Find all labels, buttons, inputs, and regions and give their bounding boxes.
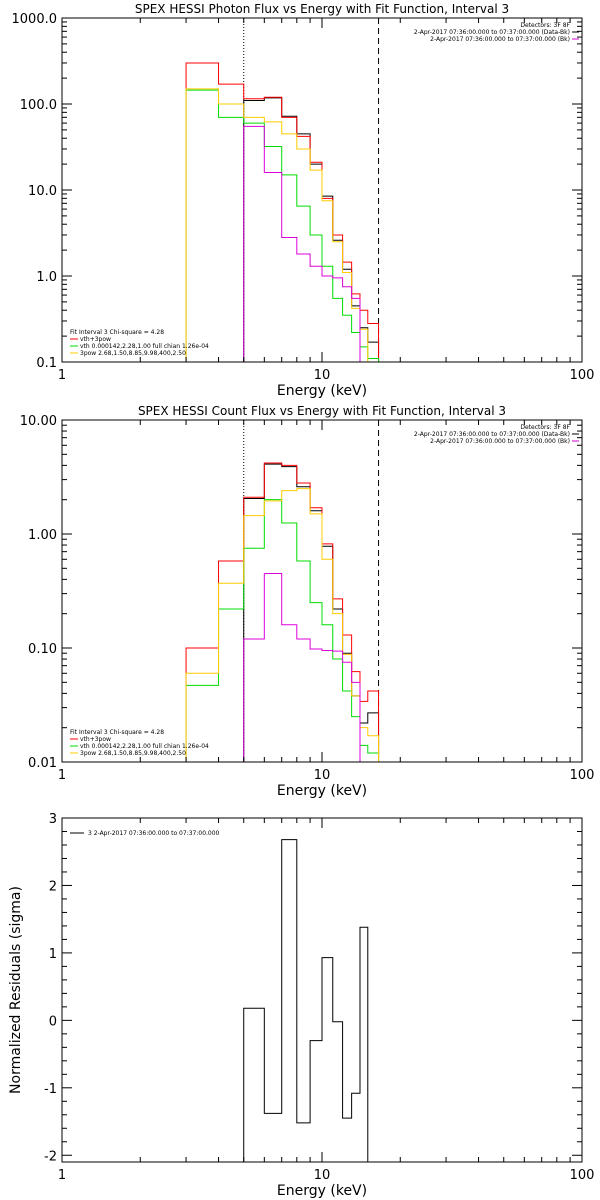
series-line-1 xyxy=(185,62,380,362)
y-tick-label: 2 xyxy=(49,879,57,894)
y-tick-label: 100.0 xyxy=(20,98,57,113)
x-tick-label: 1 xyxy=(58,768,66,783)
x-tick-label: 10 xyxy=(314,1168,331,1183)
legend-entry: 2-Apr-2017 07:36:00.000 to 07:37:00.000 … xyxy=(414,29,570,36)
y-tick-label: 1000.0 xyxy=(12,12,58,27)
series-line-4 xyxy=(243,125,361,362)
x-tick-label: 1 xyxy=(58,1168,66,1183)
legend-entry: 3 2-Apr-2017 07:36:00.000 to 07:37:00.00… xyxy=(88,830,220,837)
plot-frame xyxy=(61,419,583,763)
x-axis-label: Energy (keV) xyxy=(277,783,367,799)
series-line-1 xyxy=(185,462,380,762)
y-tick-label: 0.01 xyxy=(28,756,57,771)
series-line-2 xyxy=(185,499,380,762)
x-axis-label: Energy (keV) xyxy=(277,383,367,399)
legend-entry: 2-Apr-2017 07:36:00.000 to 07:37:00.000 … xyxy=(414,431,570,438)
y-tick-label: 1.00 xyxy=(28,528,57,543)
legend-entry: 3pow 2.68,1.50,8.85,9.98,400,2.50 xyxy=(80,350,186,357)
series-line-3 xyxy=(185,488,380,762)
series-line-0 xyxy=(243,463,380,762)
legend-entry: vth 0.000142,2.28,1.00 full chian 1.26e-… xyxy=(80,743,209,750)
legend-entry: Detectors: 3F 8F xyxy=(520,424,570,431)
y-tick-label: -2 xyxy=(44,1149,57,1164)
x-tick-label: 100 xyxy=(570,368,595,383)
legend-entry: 2-Apr-2017 07:36:00.000 to 07:37:00.000 … xyxy=(430,36,570,43)
y-tick-label: 3 xyxy=(49,812,57,827)
legend-entry: Fit Interval 3 Chi-square = 4.28 xyxy=(70,329,164,336)
legend-entry: Detectors: 3F 8F xyxy=(520,22,570,29)
y-tick-label: 1 xyxy=(49,947,57,962)
series-line-0 xyxy=(243,97,380,362)
legend-entry: vth 0.000142,2.28,1.00 full chian 1.26e-… xyxy=(80,343,209,350)
legend-entry: 2-Apr-2017 07:36:00.000 to 07:37:00.000 … xyxy=(430,438,570,445)
x-tick-label: 100 xyxy=(570,1168,595,1183)
series-line-3 xyxy=(185,88,379,363)
legend-entry: 3pow 2.68,1.50,8.85,9.98,400,2.50 xyxy=(80,750,186,757)
series-line-0 xyxy=(243,839,369,1162)
y-tick-label: 1.0 xyxy=(36,270,57,285)
photon-flux-panel: SPEX HESSI Photon Flux vs Energy with Fi… xyxy=(12,2,595,399)
legend-entry: Fit Interval 3 Chi-square = 4.28 xyxy=(70,729,164,736)
series-line-4 xyxy=(243,573,361,762)
x-axis-label: Energy (keV) xyxy=(277,1183,367,1199)
x-tick-label: 10 xyxy=(314,768,331,783)
residuals-panel: 1 10 100 -2 -1 0 1 2 3 Energy (keV) Normalized Res… xyxy=(8,812,594,1199)
chart-title: SPEX HESSI Photon Flux vs Energy with Fi… xyxy=(135,2,509,16)
chart-title: SPEX HESSI Count Flux vs Energy with Fit… xyxy=(138,404,506,418)
count-flux-panel: SPEX HESSI Count Flux vs Energy with Fit… xyxy=(20,404,595,799)
y-axis-label: Normalized Residuals (sigma) xyxy=(8,886,24,1094)
x-tick-label: 1 xyxy=(58,368,66,383)
series-line-2 xyxy=(185,89,380,362)
legend-entry: vth+3pow xyxy=(80,336,111,343)
y-tick-label: 10.0 xyxy=(28,184,57,199)
x-tick-label: 10 xyxy=(314,368,331,383)
x-tick-label: 100 xyxy=(570,768,595,783)
legend-entry: vth+3pow xyxy=(80,736,111,743)
y-tick-label: 0.10 xyxy=(28,642,57,657)
y-tick-label: -1 xyxy=(44,1082,57,1097)
y-tick-label: 0 xyxy=(49,1014,57,1029)
y-tick-label: 0.1 xyxy=(36,356,57,371)
y-tick-label: 10.00 xyxy=(20,414,57,429)
